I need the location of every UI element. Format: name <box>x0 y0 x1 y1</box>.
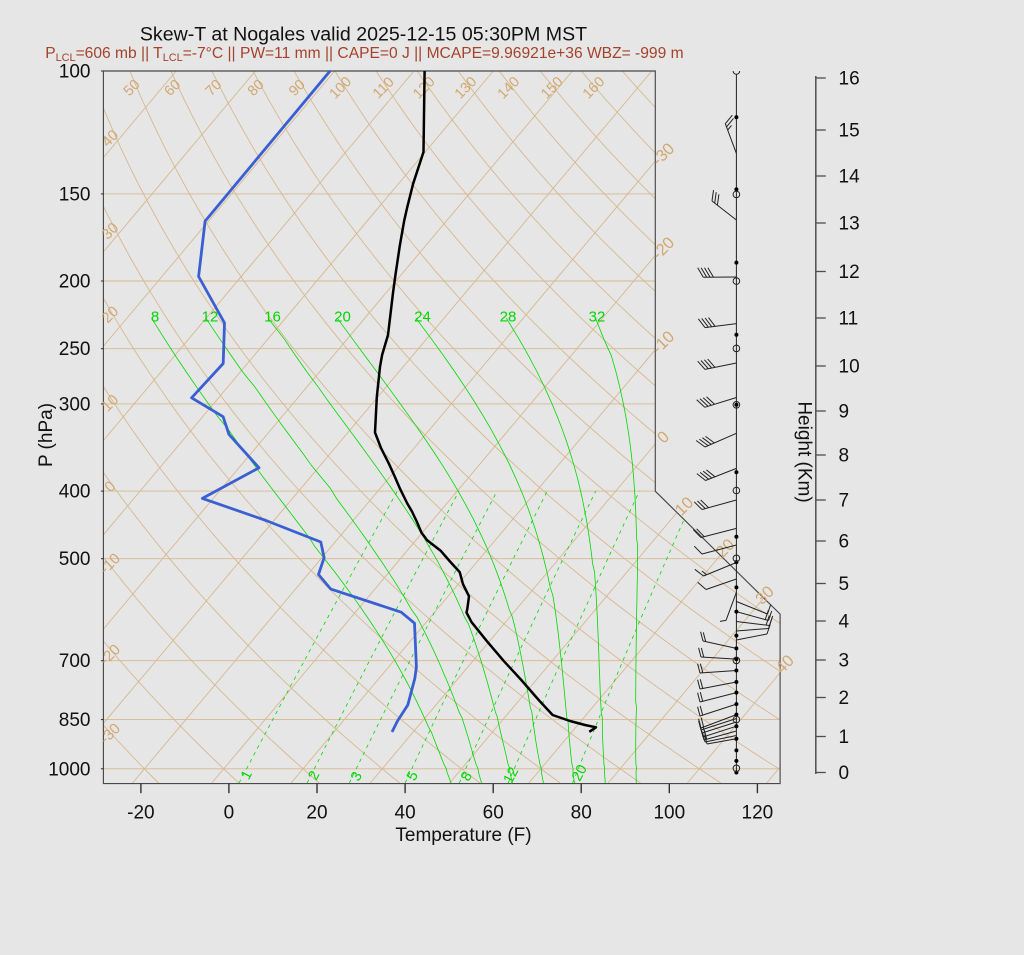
svg-text:0: 0 <box>224 803 235 824</box>
svg-text:16: 16 <box>839 69 860 90</box>
svg-text:250: 250 <box>59 339 91 360</box>
svg-text:8: 8 <box>839 446 850 467</box>
svg-text:32: 32 <box>589 309 606 326</box>
svg-text:40: 40 <box>395 803 416 824</box>
svg-text:8: 8 <box>151 309 159 326</box>
svg-text:850: 850 <box>59 710 91 731</box>
svg-text:12: 12 <box>202 309 219 326</box>
svg-text:2: 2 <box>839 688 850 709</box>
svg-text:7: 7 <box>839 491 850 512</box>
svg-text:150: 150 <box>59 184 91 205</box>
svg-text:PLCL=606 mb || TLCL=-7°C || PW: PLCL=606 mb || TLCL=-7°C || PW=11 mm || … <box>45 45 683 64</box>
svg-text:20: 20 <box>334 309 351 326</box>
svg-text:300: 300 <box>59 394 91 415</box>
svg-text:6: 6 <box>839 532 850 553</box>
svg-text:-20: -20 <box>127 803 154 824</box>
svg-text:20: 20 <box>306 803 327 824</box>
svg-text:400: 400 <box>59 482 91 503</box>
svg-text:10: 10 <box>839 357 860 378</box>
svg-text:15: 15 <box>839 121 860 142</box>
svg-text:80: 80 <box>571 803 592 824</box>
svg-text:Temperature (F): Temperature (F) <box>395 825 531 846</box>
svg-text:1000: 1000 <box>48 759 90 780</box>
svg-text:24: 24 <box>414 309 431 326</box>
svg-text:28: 28 <box>500 309 517 326</box>
svg-text:120: 120 <box>742 803 774 824</box>
svg-text:P (hPa): P (hPa) <box>36 403 57 467</box>
svg-text:Height (Km): Height (Km) <box>794 401 815 502</box>
svg-text:100: 100 <box>59 62 91 83</box>
svg-text:12: 12 <box>839 262 860 283</box>
svg-text:700: 700 <box>59 651 91 672</box>
svg-text:1: 1 <box>839 727 850 748</box>
svg-text:3: 3 <box>839 651 850 672</box>
svg-text:5: 5 <box>839 574 850 595</box>
svg-text:16: 16 <box>264 309 281 326</box>
svg-text:500: 500 <box>59 549 91 570</box>
svg-text:14: 14 <box>839 167 861 188</box>
svg-text:13: 13 <box>839 214 860 235</box>
svg-text:11: 11 <box>839 309 859 330</box>
svg-text:100: 100 <box>653 803 685 824</box>
svg-text:0: 0 <box>839 763 850 784</box>
svg-text:60: 60 <box>483 803 504 824</box>
svg-text:Skew-T at Nogales valid 2025-1: Skew-T at Nogales valid 2025-12-15 05:30… <box>140 24 587 46</box>
svg-text:9: 9 <box>839 402 850 423</box>
svg-text:4: 4 <box>839 612 850 633</box>
svg-text:200: 200 <box>59 272 91 293</box>
